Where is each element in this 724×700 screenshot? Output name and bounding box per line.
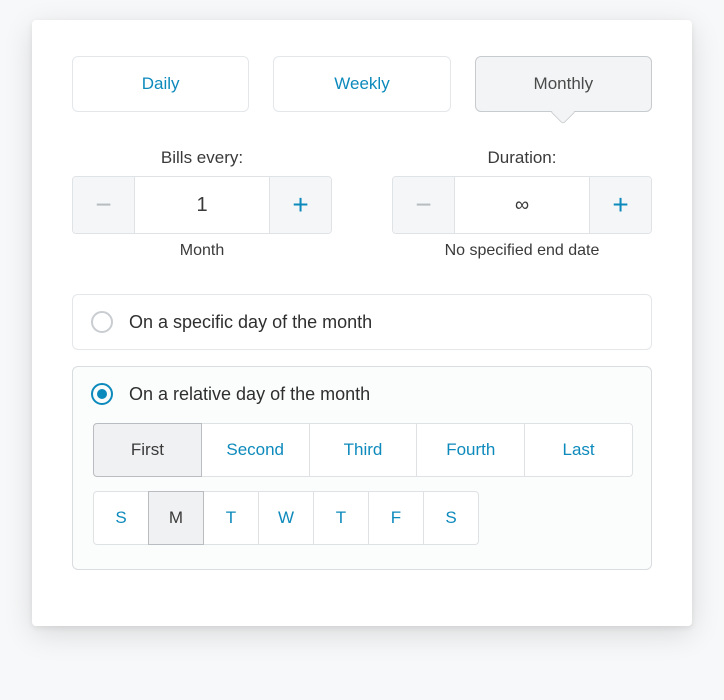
relative-day-controls: First Second Third Fourth Last S M T W T… — [93, 423, 633, 545]
bills-every-label: Bills every: — [72, 148, 332, 168]
option-relative-day[interactable]: On a relative day of the month First Sec… — [72, 366, 652, 570]
frequency-tab-monthly[interactable]: Monthly — [475, 56, 652, 112]
weekday-segmented: S M T W T F S — [93, 491, 633, 545]
option-specific-day[interactable]: On a specific day of the month — [72, 294, 652, 350]
radio-icon — [91, 311, 113, 333]
bills-every-stepper: − 1 + — [72, 176, 332, 234]
duration-decrement[interactable]: − — [393, 177, 455, 233]
frequency-tabs: Daily Weekly Monthly — [72, 56, 652, 112]
duration-value: ∞ — [455, 177, 589, 233]
weekday-tue[interactable]: T — [203, 491, 259, 545]
bills-every-value: 1 — [135, 177, 269, 233]
ordinal-segmented: First Second Third Fourth Last — [93, 423, 633, 477]
frequency-tab-weekly[interactable]: Weekly — [273, 56, 450, 112]
weekday-sat[interactable]: S — [423, 491, 479, 545]
weekday-wed[interactable]: W — [258, 491, 314, 545]
duration-stepper: − ∞ + — [392, 176, 652, 234]
option-specific-day-label: On a specific day of the month — [129, 312, 372, 333]
weekday-thu[interactable]: T — [313, 491, 369, 545]
option-relative-day-label: On a relative day of the month — [129, 384, 370, 405]
weekday-fri[interactable]: F — [368, 491, 424, 545]
ordinal-fourth[interactable]: Fourth — [416, 423, 525, 477]
frequency-tab-daily[interactable]: Daily — [72, 56, 249, 112]
bills-every-increment[interactable]: + — [269, 177, 331, 233]
ordinal-last[interactable]: Last — [524, 423, 633, 477]
radio-icon — [91, 383, 113, 405]
bills-every-decrement[interactable]: − — [73, 177, 135, 233]
ordinal-third[interactable]: Third — [309, 423, 418, 477]
bills-every-unit: Month — [72, 242, 332, 260]
bills-every-block: Bills every: − 1 + Month — [72, 148, 332, 260]
billing-recurrence-panel: Daily Weekly Monthly Bills every: − 1 + … — [32, 20, 692, 626]
ordinal-second[interactable]: Second — [201, 423, 310, 477]
duration-increment[interactable]: + — [589, 177, 651, 233]
weekday-mon[interactable]: M — [148, 491, 204, 545]
duration-label: Duration: — [392, 148, 652, 168]
duration-block: Duration: − ∞ + No specified end date — [392, 148, 652, 260]
weekday-sun[interactable]: S — [93, 491, 149, 545]
ordinal-first[interactable]: First — [93, 423, 202, 477]
steppers-row: Bills every: − 1 + Month Duration: − ∞ +… — [72, 148, 652, 260]
duration-sub: No specified end date — [392, 242, 652, 260]
